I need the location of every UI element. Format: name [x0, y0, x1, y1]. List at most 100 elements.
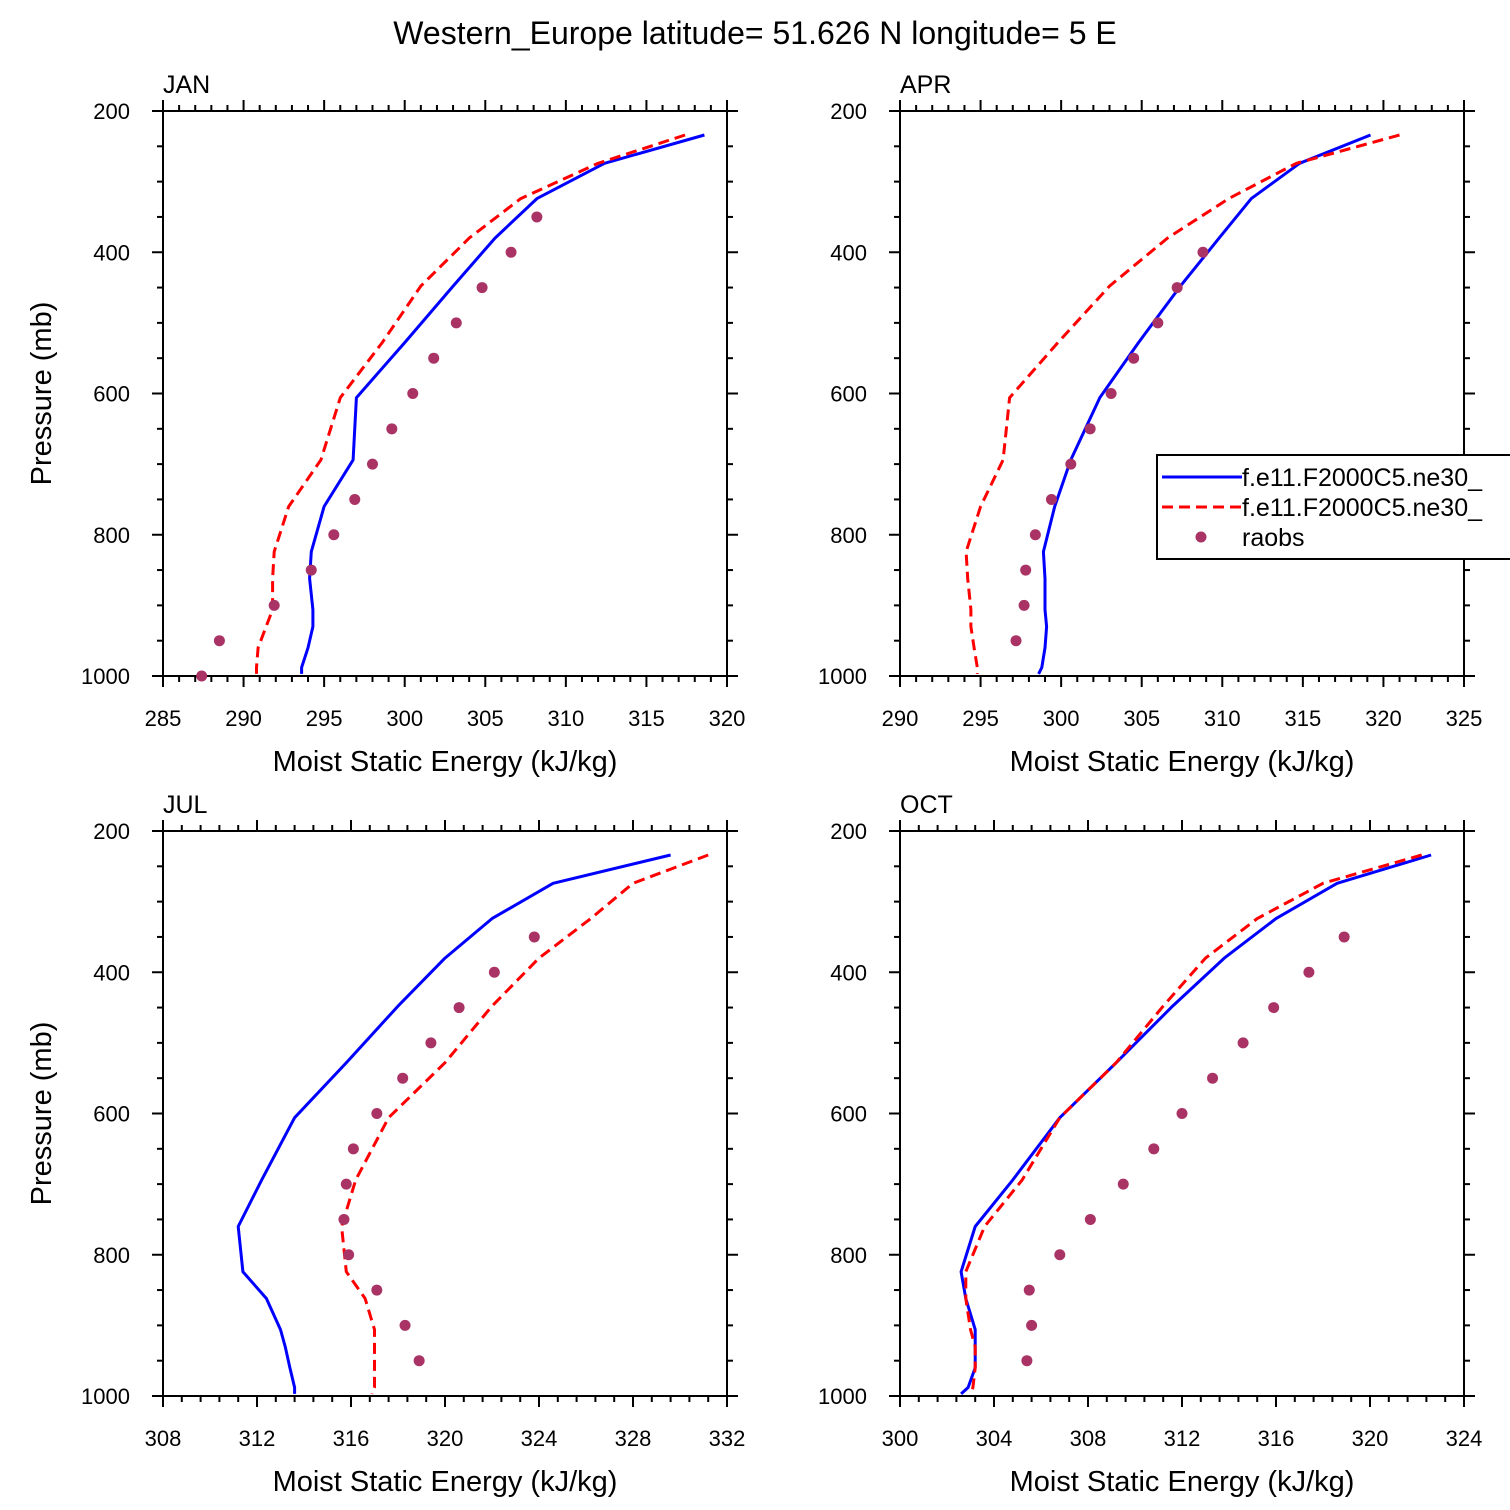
series-raobs — [1010, 246, 1209, 647]
y-axis-label: Pressure (mb) — [26, 302, 58, 486]
raobs-point — [213, 635, 225, 647]
series-raobs — [1021, 931, 1350, 1367]
x-tick-label: 300 — [386, 706, 423, 731]
raobs-point — [1237, 1037, 1249, 1049]
x-tick-label: 328 — [615, 1426, 652, 1451]
x-tick-label: 312 — [239, 1426, 276, 1451]
x-tick-label: 320 — [1352, 1426, 1389, 1451]
x-tick-label: 295 — [306, 706, 343, 731]
y-tick-label: 800 — [93, 1243, 130, 1268]
raobs-point — [397, 1072, 409, 1084]
x-tick-label: 320 — [1365, 706, 1402, 731]
y-tick-label: 800 — [830, 523, 867, 548]
raobs-point — [476, 282, 488, 294]
raobs-point — [1029, 529, 1041, 541]
y-tick-label: 600 — [93, 382, 130, 407]
panel-jan: JAN 285 290 295 300 305 310 315 320 200 400 600 800 1… — [26, 71, 745, 778]
y-tick-label: 400 — [93, 240, 130, 265]
x-tick-label: 310 — [547, 706, 584, 731]
raobs-point — [453, 1002, 465, 1014]
panel-apr: APR 290 295 300 305 310 315 320 325 200 400 600 800 1… — [818, 71, 1482, 778]
y-tick-label: 400 — [830, 240, 867, 265]
raobs-point — [428, 352, 440, 364]
x-tick-label: 320 — [427, 1426, 464, 1451]
x-tick-label: 315 — [1284, 706, 1321, 731]
raobs-point — [1010, 635, 1022, 647]
raobs-point — [1065, 458, 1077, 470]
figure-title: Western_Europe latitude= 51.626 N longit… — [393, 15, 1116, 51]
y-axis-label: Pressure (mb) — [26, 1022, 58, 1206]
raobs-point — [531, 211, 543, 223]
raobs-point — [1018, 599, 1030, 611]
panel-jul: JUL 308 312 316 320 324 328 332 200 400 600 800 1000… — [26, 791, 745, 1498]
raobs-point — [407, 388, 419, 399]
raobs-point — [1054, 1249, 1066, 1261]
raobs-point — [1117, 1178, 1129, 1190]
series-line-dashed — [964, 133, 1400, 674]
x-tick-label: 285 — [145, 706, 182, 731]
series-line-dashed — [340, 853, 709, 1395]
raobs-point — [1148, 1143, 1160, 1155]
raobs-point — [450, 317, 462, 329]
plot-frame — [162, 830, 728, 1397]
panel-title: JUL — [163, 791, 208, 819]
raobs-point — [1197, 246, 1209, 258]
legend-label: f.e11.F2000C5.ne30_ — [1242, 464, 1483, 492]
x-tick-label: 320 — [709, 706, 746, 731]
raobs-point — [425, 1037, 437, 1049]
legend-label: f.e11.F2000C5.ne30_ — [1242, 494, 1483, 522]
series-line-dashed — [964, 853, 1423, 1395]
series-raobs — [196, 211, 543, 682]
x-tick-label: 290 — [882, 706, 919, 731]
series-line-dashed — [255, 133, 686, 674]
raobs-point — [366, 458, 378, 470]
raobs-point — [371, 1284, 383, 1296]
y-tick-label: 200 — [93, 99, 130, 124]
raobs-point — [1084, 423, 1096, 435]
raobs-point — [1207, 1072, 1219, 1084]
y-tick-label: 600 — [830, 382, 867, 407]
y-tick-label: 400 — [93, 960, 130, 985]
y-tick-label: 200 — [93, 819, 130, 844]
raobs-point — [1303, 966, 1315, 978]
x-tick-label: 308 — [145, 1426, 182, 1451]
raobs-point — [488, 966, 500, 978]
x-tick-label: 308 — [1070, 1426, 1107, 1451]
x-tick-label: 324 — [1446, 1426, 1483, 1451]
series-line-solid — [1037, 133, 1372, 675]
y-tick-label: 1000 — [818, 664, 867, 689]
raobs-point — [371, 1108, 383, 1119]
legend: f.e11.F2000C5.ne30_f.e11.F2000C5.ne30_ra… — [1156, 454, 1510, 560]
raobs-point — [1152, 317, 1164, 329]
raobs-point — [399, 1319, 411, 1331]
x-axis-label: Moist Static Energy (kJ/kg) — [1010, 746, 1355, 778]
x-tick-label: 305 — [1123, 706, 1160, 731]
raobs-point — [305, 564, 317, 576]
raobs-point — [1105, 388, 1117, 399]
raobs-point — [1338, 931, 1350, 943]
raobs-point — [1171, 282, 1183, 294]
x-tick-label: 316 — [1258, 1426, 1295, 1451]
x-tick-label: 316 — [333, 1426, 370, 1451]
panels-group: JAN 285 290 295 300 305 310 315 320 200 400 600 800 1… — [26, 71, 1482, 1498]
x-tick-label: 300 — [882, 1426, 919, 1451]
raobs-point — [1084, 1213, 1096, 1225]
y-tick-label: 1000 — [81, 664, 130, 689]
legend-marker-raobs — [1195, 531, 1207, 543]
x-tick-label: 304 — [976, 1426, 1013, 1451]
raobs-point — [386, 423, 398, 435]
x-tick-label: 325 — [1446, 706, 1483, 731]
raobs-point — [413, 1355, 425, 1367]
panel-title: OCT — [900, 791, 953, 819]
panel-title: APR — [900, 71, 951, 99]
raobs-point — [1268, 1002, 1280, 1014]
raobs-point — [1045, 493, 1057, 505]
plot-frame — [162, 110, 728, 677]
raobs-point — [338, 1213, 350, 1225]
x-tick-label: 332 — [709, 1426, 746, 1451]
panel-oct: OCT 300 304 308 312 316 320 324 200 400 600 800 1000… — [818, 791, 1482, 1498]
y-tick-label: 1000 — [81, 1384, 130, 1409]
raobs-point — [1128, 352, 1140, 364]
raobs-point — [528, 931, 540, 943]
y-tick-label: 600 — [830, 1102, 867, 1127]
